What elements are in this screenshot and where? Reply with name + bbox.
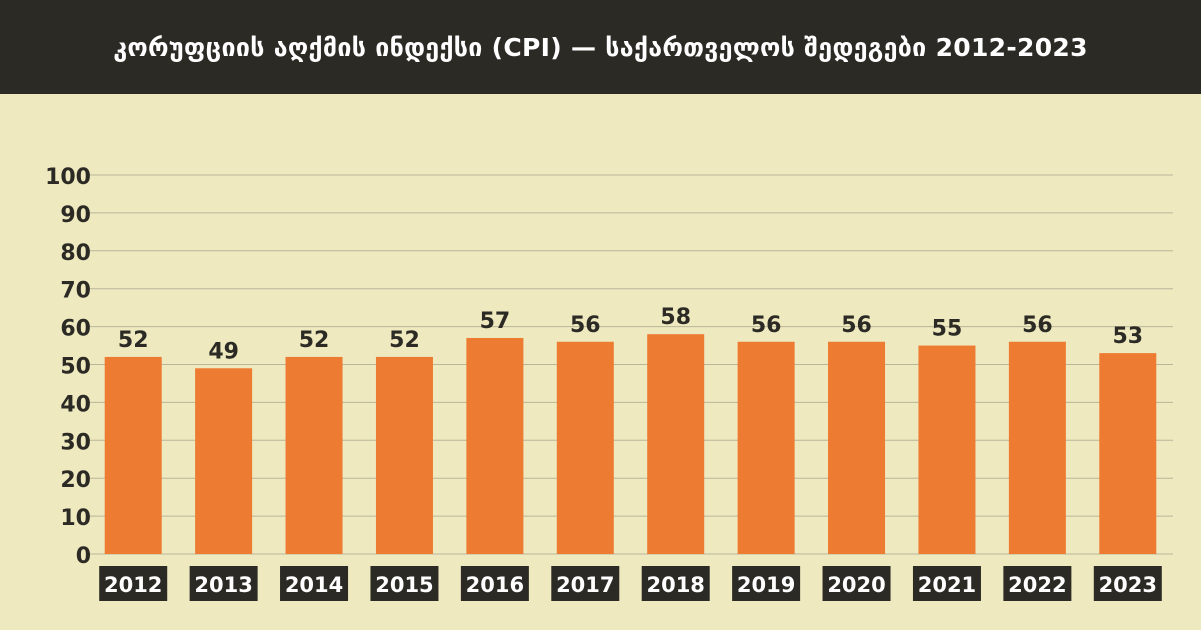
y-tick-label: 70 [60, 279, 91, 304]
bar-value-label: 52 [299, 328, 330, 353]
bar-value-label: 56 [841, 313, 872, 338]
bar-value-label: 52 [389, 328, 420, 353]
bar [285, 356, 343, 554]
y-tick-label: 40 [60, 392, 91, 417]
x-label-box [370, 566, 439, 601]
y-tick-label: 0 [76, 544, 91, 569]
x-label-box [641, 566, 710, 601]
chart-header: კორუფციის აღქმის ინდექსი (CPI) — საქართვ… [0, 0, 1201, 94]
bar [195, 368, 253, 554]
bar [104, 356, 162, 554]
x-tick-label: 2020 [827, 573, 885, 597]
x-tick-label: 2014 [285, 573, 343, 597]
bar-value-label: 57 [480, 309, 511, 334]
bar [466, 337, 524, 554]
y-tick-label: 80 [60, 241, 91, 266]
x-label-box [1093, 566, 1162, 601]
y-tick-label: 30 [60, 430, 91, 455]
bar-value-label: 56 [570, 313, 601, 338]
x-label-box [280, 566, 349, 601]
chart-title: კორუფციის აღქმის ინდექსი (CPI) — საქართვ… [113, 32, 1088, 62]
y-tick-label: 90 [60, 203, 91, 228]
bar-value-label: 56 [1022, 313, 1053, 338]
x-tick-label: 2015 [375, 573, 433, 597]
x-tick-label: 2017 [556, 573, 614, 597]
bar-value-label: 55 [932, 317, 963, 342]
x-tick-label: 2013 [194, 573, 252, 597]
x-label-box [189, 566, 258, 601]
y-tick-label: 20 [60, 468, 91, 493]
x-tick-label: 2018 [646, 573, 704, 597]
bar [647, 334, 705, 554]
bar-value-label: 53 [1112, 324, 1143, 349]
bar [375, 356, 433, 554]
y-tick-label: 50 [60, 355, 91, 380]
x-label-box [1003, 566, 1072, 601]
x-tick-label: 2023 [1099, 573, 1157, 597]
bar [828, 341, 886, 554]
bar [1008, 341, 1066, 554]
x-label-box [551, 566, 620, 601]
x-tick-label: 2021 [918, 573, 976, 597]
bar [737, 341, 795, 554]
bar [1099, 353, 1157, 554]
bar-value-label: 56 [751, 313, 782, 338]
bar [918, 345, 976, 554]
x-label-box [460, 566, 529, 601]
x-label-box [732, 566, 801, 601]
bar [556, 341, 614, 554]
x-label-box [912, 566, 981, 601]
y-tick-label: 10 [60, 506, 91, 531]
x-tick-label: 2019 [737, 573, 795, 597]
y-tick-label: 60 [60, 317, 91, 342]
x-label-box [822, 566, 891, 601]
bar-value-label: 52 [118, 328, 149, 353]
x-tick-label: 2016 [466, 573, 524, 597]
x-tick-label: 2012 [104, 573, 162, 597]
x-label-box [99, 566, 168, 601]
bar-value-label: 58 [660, 305, 691, 330]
y-tick-label: 100 [45, 165, 91, 190]
bar-value-label: 49 [208, 339, 239, 364]
x-tick-label: 2022 [1008, 573, 1066, 597]
